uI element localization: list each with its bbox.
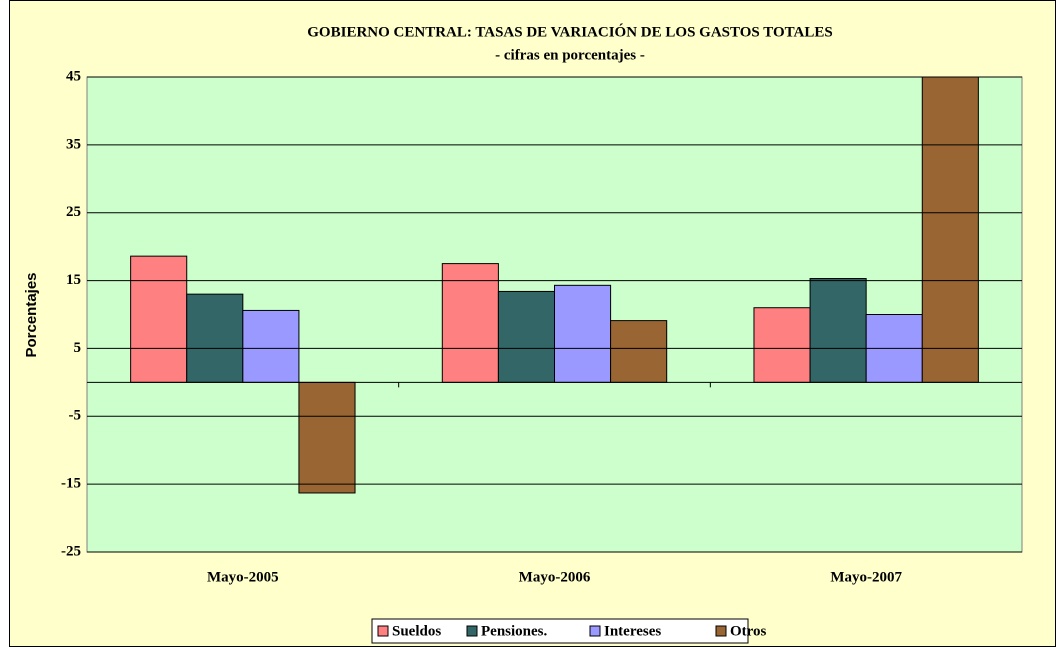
y-tick-label: 15 (66, 272, 81, 288)
bar (610, 320, 668, 383)
bar (130, 255, 188, 383)
bar (809, 278, 867, 383)
legend (371, 618, 749, 644)
x-tick-label: Mayo-2006 (519, 569, 591, 585)
y-tick-label: 45 (66, 68, 81, 84)
y-axis-label: Porcentajes (23, 272, 40, 357)
legend-swatch (377, 625, 389, 637)
legend-swatch (589, 625, 601, 637)
legend-swatch (715, 625, 727, 637)
bar (753, 307, 811, 383)
x-tick-label: Mayo-2007 (830, 569, 902, 585)
bar (441, 263, 499, 383)
bar (497, 290, 555, 383)
legend-label: Sueldos (392, 623, 441, 639)
bar (554, 284, 612, 383)
y-tick-label: 5 (74, 340, 82, 356)
legend-label: Pensiones. (481, 623, 548, 639)
bar (921, 77, 979, 383)
y-tick-label: 35 (66, 136, 81, 152)
x-tick-label: Mayo-2005 (207, 569, 279, 585)
bars (130, 77, 979, 494)
y-tick-label: -25 (61, 543, 81, 559)
bar (186, 293, 244, 383)
chart-title: GOBIERNO CENTRAL: TASAS DE VARIACIÓN DE … (307, 23, 832, 40)
bar (298, 381, 356, 494)
y-tick-label: 25 (66, 204, 81, 220)
y-tick-label: -5 (69, 408, 82, 424)
chart-subtitle: - cifras en porcentajes - (495, 47, 645, 63)
y-tick-label: -15 (61, 476, 81, 492)
bar (242, 309, 300, 383)
legend-swatch (466, 625, 478, 637)
legend-label: Intereses (604, 623, 661, 639)
legend-label: Otros (730, 623, 767, 639)
